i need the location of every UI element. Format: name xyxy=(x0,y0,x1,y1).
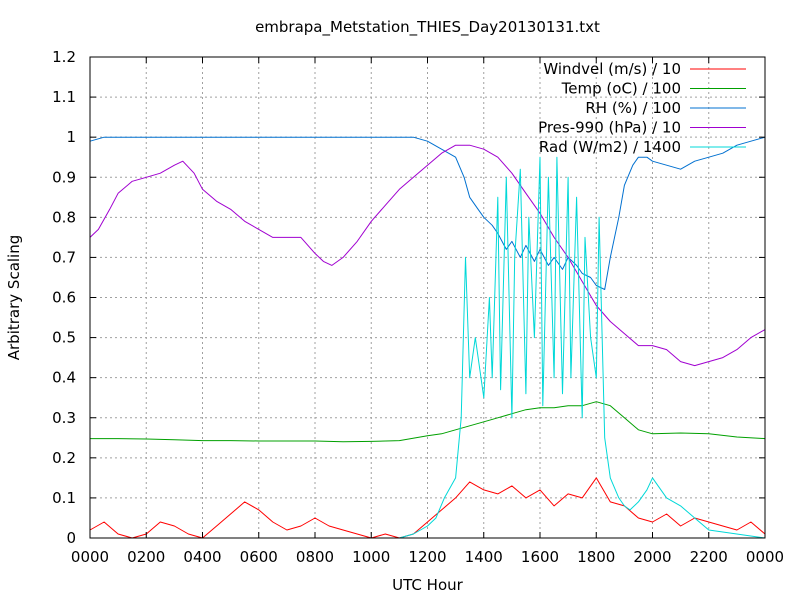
legend-label: RH (%) / 100 xyxy=(585,99,681,117)
y-tick-label: 0.5 xyxy=(52,329,76,347)
legend-label: Pres-990 (hPa) / 10 xyxy=(538,119,681,137)
x-tick-label: 1000 xyxy=(352,548,390,566)
x-tick-label: 0000 xyxy=(71,548,109,566)
legend-label: Temp (oC) / 100 xyxy=(561,80,681,98)
y-tick-label: 1.1 xyxy=(52,88,76,106)
y-tick-label: 0.2 xyxy=(52,449,76,467)
legend-label: Windvel (m/s) / 10 xyxy=(543,60,681,78)
y-tick-label: 0.7 xyxy=(52,248,76,266)
chart-title: embrapa_Metstation_THIES_Day20130131.txt xyxy=(255,18,600,37)
series-line xyxy=(90,401,766,443)
y-tick-label: 0.9 xyxy=(52,168,76,186)
y-tick-label: 0.4 xyxy=(52,369,76,387)
x-tick-label: 2200 xyxy=(690,548,728,566)
y-tick-label: 0.6 xyxy=(52,289,76,307)
series-line xyxy=(89,144,766,367)
y-tick-label: 0.8 xyxy=(52,208,76,226)
series-line xyxy=(89,136,766,290)
series-line xyxy=(90,156,766,539)
x-tick-label: 0400 xyxy=(183,548,221,566)
x-tick-label: 1200 xyxy=(408,548,446,566)
x-tick-label: 1600 xyxy=(521,548,559,566)
y-tick-label: 0.3 xyxy=(52,409,76,427)
y-axis-label: Arbitrary Scaling xyxy=(5,235,23,361)
x-axis-label: UTC Hour xyxy=(392,576,463,594)
x-tick-label: 0800 xyxy=(296,548,334,566)
axis-ticks: 0 0.1 0.2 0.3 0.4 0.5 0.6 0.7 0.8 0.9 1 1.1 1.2 0000 0… xyxy=(52,48,784,566)
x-tick-label: 2000 xyxy=(633,548,671,566)
y-tick-label: 0.1 xyxy=(52,489,76,507)
x-tick-label: 1800 xyxy=(577,548,615,566)
legend-label: Rad (W/m2) / 1400 xyxy=(539,138,681,156)
x-tick-label: 0000 xyxy=(746,548,784,566)
x-tick-label: 1400 xyxy=(465,548,503,566)
y-tick-label: 1.2 xyxy=(52,48,76,66)
x-tick-label: 0600 xyxy=(240,548,278,566)
y-tick-label: 0 xyxy=(66,529,76,547)
y-tick-label: 1 xyxy=(66,128,76,146)
x-tick-label: 0200 xyxy=(127,548,165,566)
